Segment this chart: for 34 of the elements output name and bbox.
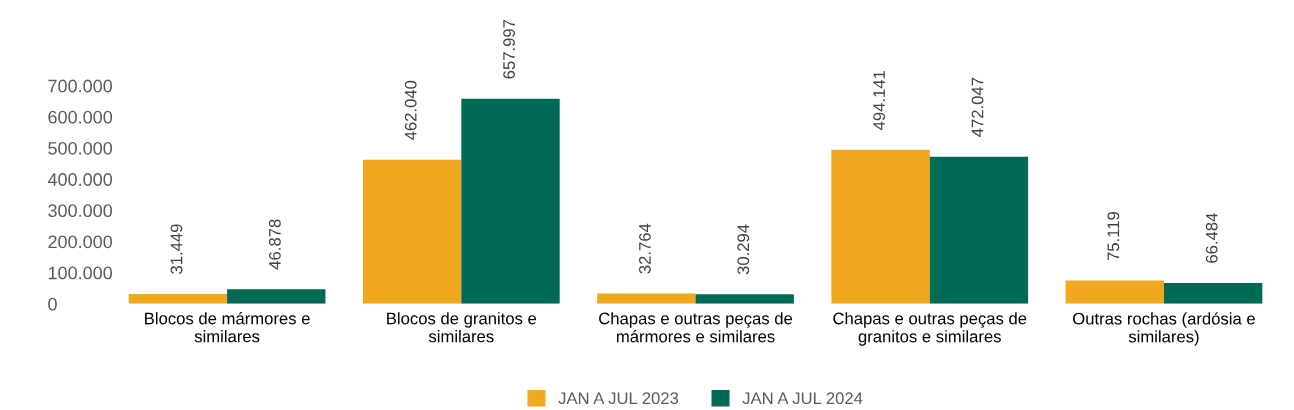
data-label: 494.141	[873, 70, 886, 131]
y-tick-label: 100.000	[48, 266, 113, 280]
bar	[362, 159, 462, 304]
bar	[1163, 283, 1263, 304]
data-label: 30.294	[737, 224, 750, 275]
data-label: 66.484	[1205, 213, 1218, 263]
data-label: 75.119	[1107, 212, 1120, 261]
data-label: 657.997	[503, 19, 515, 79]
bar	[227, 289, 326, 304]
bar	[929, 156, 1029, 304]
bar	[461, 98, 560, 304]
bar	[831, 149, 930, 304]
y-tick-label: 600.000	[48, 110, 113, 124]
x-tick-label: Chapas e outras peças de granitos e similares	[833, 312, 1027, 346]
x-tick-label: Blocos de granitos e similares	[387, 312, 537, 343]
data-label: 32.764	[639, 223, 651, 274]
data-label: 462.040	[404, 80, 417, 141]
bar	[695, 294, 794, 304]
y-tick-label: 0	[48, 297, 57, 311]
y-tick-label: 400.000	[47, 173, 113, 186]
legend-label: JAN A JUL 2023	[558, 392, 679, 405]
data-label: 472.047	[971, 77, 984, 137]
bar	[128, 294, 228, 304]
bar	[1065, 280, 1164, 304]
x-tick-label: Chapas e outras peças de mármores e similares	[599, 312, 793, 343]
y-tick-label: 500.000	[48, 141, 113, 155]
x-tick-label: Outras rochas (ardósia e similares)	[1073, 312, 1255, 346]
legend-label: JAN A JUL 2024	[742, 392, 863, 405]
y-tick-label: 200.000	[48, 235, 113, 249]
data-label: 46.878	[268, 219, 281, 270]
x-tick-label: Blocos de mármores e similares	[145, 311, 310, 343]
y-tick-label: 300.000	[48, 204, 113, 218]
y-tick-label: 700.000	[48, 79, 113, 93]
data-label: 31.449	[170, 224, 183, 274]
